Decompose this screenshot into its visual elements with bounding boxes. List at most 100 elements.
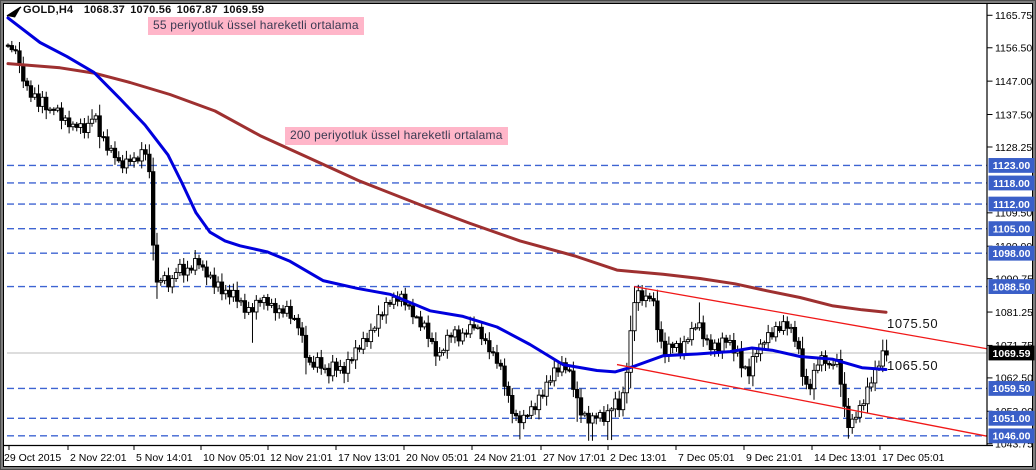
- level-tag-box: [988, 428, 1035, 444]
- candle-body-up: [693, 327, 698, 330]
- candle-body-up: [628, 330, 633, 373]
- candle-body-down: [827, 362, 832, 366]
- candle-body-up: [32, 93, 37, 98]
- candle: [170, 275, 175, 294]
- candle-body-down: [9, 45, 14, 51]
- candle: [830, 359, 836, 370]
- time-tick-label: 17 Nov 13:01: [338, 452, 401, 464]
- candle-body-down: [448, 334, 454, 338]
- candle: [804, 368, 809, 390]
- candle-body-up: [63, 117, 68, 121]
- time-tick-label: 10 Nov 05:01: [203, 452, 266, 464]
- candle-body-down: [307, 357, 312, 363]
- candle: [154, 232, 160, 299]
- candle: [9, 40, 14, 53]
- candle-body-up: [880, 350, 885, 367]
- candle-body-down: [97, 115, 102, 138]
- candle-body-down: [498, 362, 503, 367]
- candle: [880, 339, 885, 373]
- candle-body-down: [586, 412, 591, 424]
- candle-body-up: [548, 380, 553, 383]
- candle-body-up: [865, 386, 870, 405]
- candle-body-up: [632, 302, 637, 332]
- candle-body-down: [670, 343, 675, 348]
- candle-body-down: [250, 307, 255, 313]
- level-price-tag: 1051.00: [988, 410, 1035, 426]
- time-axis[interactable]: 29 Oct 2015 2 Nov 22:01 5 Nov 14:01 10 Nov …: [3, 444, 994, 465]
- candle-body-down: [846, 405, 851, 429]
- candle: [628, 315, 633, 389]
- ema200-line: [6, 62, 888, 314]
- candle-body-down: [116, 157, 121, 162]
- candle-body-down: [426, 322, 431, 339]
- candle-body-up: [853, 416, 859, 420]
- candle-body-down: [288, 305, 293, 319]
- candle-body-down: [189, 267, 194, 271]
- candle: [548, 375, 553, 386]
- candle-body-up: [368, 329, 374, 343]
- current-price-tag: 1069.59: [988, 345, 1035, 361]
- candle-body-down: [701, 322, 706, 340]
- candle-body-up: [47, 108, 53, 111]
- candle: [204, 260, 209, 286]
- candle-body-down: [154, 244, 160, 283]
- candle-body-down: [143, 149, 148, 155]
- candle-body-up: [131, 157, 137, 162]
- price-tick-label: 1081.25: [995, 307, 1033, 319]
- candle-body-down: [292, 317, 297, 320]
- candle-body-down: [319, 357, 324, 369]
- candle-body-down: [296, 317, 301, 329]
- candle: [185, 260, 190, 282]
- candle-body-up: [762, 342, 767, 345]
- candle: [441, 348, 446, 356]
- candle-body-down: [166, 275, 171, 288]
- candle-body-down: [792, 326, 798, 342]
- candle: [651, 292, 656, 307]
- candle: [460, 328, 465, 345]
- candle: [296, 314, 301, 336]
- candle: [429, 332, 435, 345]
- candle: [792, 320, 798, 348]
- candle-body-up: [712, 342, 717, 351]
- candle-body-up: [78, 123, 83, 128]
- candle-body-down: [82, 123, 87, 133]
- candle: [529, 400, 534, 420]
- candle-body-down: [242, 300, 247, 313]
- candle-body-up: [811, 369, 817, 390]
- candle: [701, 315, 706, 347]
- candle-body-up: [261, 297, 267, 304]
- level-tag-value: 1098.00: [993, 248, 1031, 260]
- candle: [567, 367, 572, 373]
- time-tick-label: 17 Dec 05:01: [882, 452, 945, 464]
- candle-body-down: [105, 136, 110, 151]
- candle-body-up: [582, 412, 587, 416]
- price-axis[interactable]: 1165.751156.501147.001137.501128.251109.…: [986, 3, 1035, 451]
- candle: [24, 77, 30, 91]
- candle-body-down: [406, 304, 412, 307]
- candle-body-up: [223, 289, 228, 295]
- candle: [750, 349, 756, 387]
- candle: [659, 321, 664, 349]
- candle-body-up: [441, 349, 446, 354]
- candle-body-up: [330, 361, 335, 377]
- candle-body-down: [804, 376, 809, 385]
- candle-body-up: [536, 394, 542, 411]
- candle: [265, 293, 270, 311]
- candle-body-up: [697, 322, 702, 329]
- candle: [235, 281, 240, 309]
- candle-body-up: [445, 334, 450, 351]
- candle-body-down: [13, 49, 18, 52]
- candle-body-down: [678, 343, 683, 355]
- candle: [494, 344, 500, 369]
- candle: [704, 334, 710, 346]
- candle-body-down: [414, 316, 419, 319]
- candle: [513, 409, 519, 421]
- candle-body-down: [555, 367, 561, 373]
- candle-body-up: [376, 314, 381, 329]
- candle-body-up: [93, 115, 99, 120]
- candle-body-up: [284, 305, 290, 314]
- candle-body-down: [704, 338, 710, 341]
- candle-body-up: [158, 280, 163, 283]
- candle: [112, 141, 118, 165]
